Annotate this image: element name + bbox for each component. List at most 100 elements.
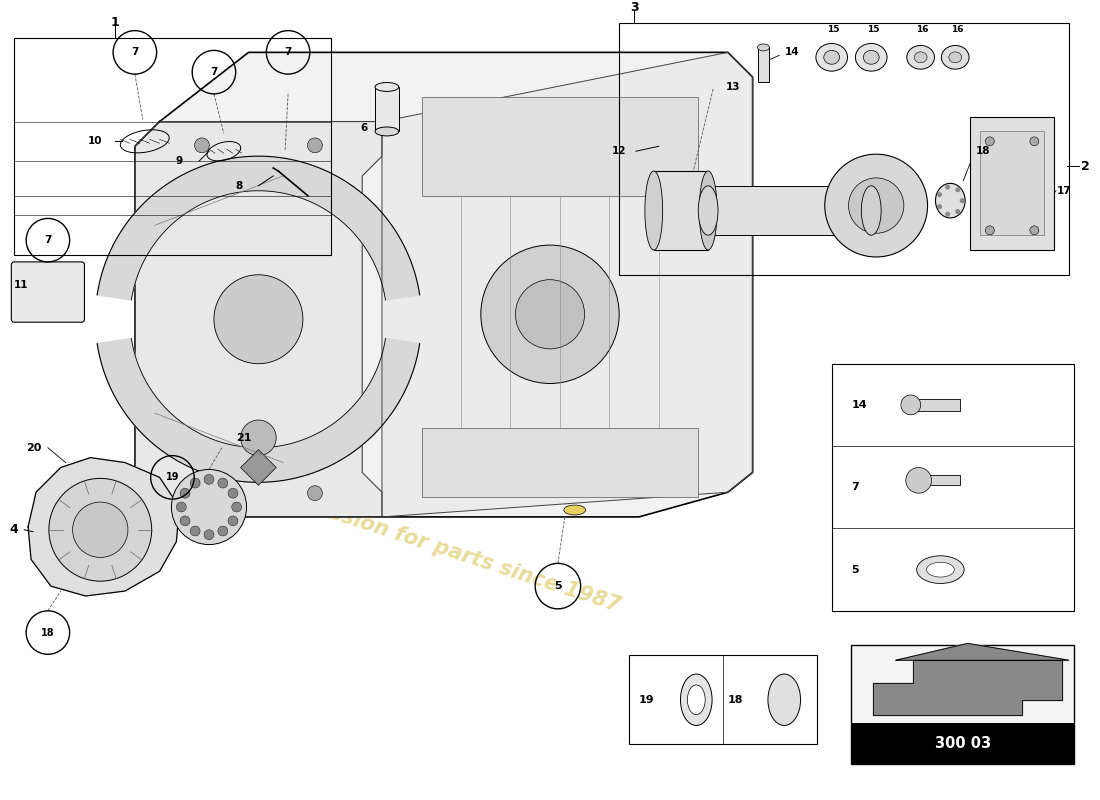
Ellipse shape xyxy=(645,171,662,250)
Bar xyxy=(653,171,708,250)
Text: 10: 10 xyxy=(88,136,102,146)
Text: EURO
PARTS: EURO PARTS xyxy=(254,181,510,330)
Ellipse shape xyxy=(768,674,801,726)
Bar xyxy=(980,131,1044,235)
Circle shape xyxy=(228,516,238,526)
Text: 21: 21 xyxy=(235,433,251,443)
Circle shape xyxy=(945,185,950,190)
Text: 1: 1 xyxy=(111,16,120,30)
Text: 300 03: 300 03 xyxy=(935,736,991,750)
Circle shape xyxy=(308,138,322,153)
Circle shape xyxy=(481,245,619,383)
Polygon shape xyxy=(97,156,420,300)
Circle shape xyxy=(195,486,209,501)
Bar xyxy=(851,722,1074,764)
Circle shape xyxy=(955,187,960,192)
Ellipse shape xyxy=(914,52,927,62)
Bar xyxy=(619,22,1069,274)
Polygon shape xyxy=(135,122,382,517)
Text: a passion for parts since 1987: a passion for parts since 1987 xyxy=(279,487,623,616)
Polygon shape xyxy=(382,52,752,517)
Ellipse shape xyxy=(681,674,712,726)
Circle shape xyxy=(73,502,128,558)
Circle shape xyxy=(180,516,190,526)
Circle shape xyxy=(516,280,584,349)
Circle shape xyxy=(218,526,228,536)
Bar xyxy=(758,47,769,82)
Bar xyxy=(421,97,698,196)
Circle shape xyxy=(905,467,932,493)
Circle shape xyxy=(172,470,246,545)
Bar xyxy=(421,428,698,497)
Text: 18: 18 xyxy=(976,146,990,156)
Ellipse shape xyxy=(856,43,887,71)
FancyBboxPatch shape xyxy=(11,262,85,322)
Ellipse shape xyxy=(926,562,955,577)
Text: 19: 19 xyxy=(166,472,179,482)
Text: 5: 5 xyxy=(554,581,562,591)
Text: 11: 11 xyxy=(14,280,29,290)
Polygon shape xyxy=(135,52,752,517)
Circle shape xyxy=(955,209,960,214)
Ellipse shape xyxy=(916,556,964,583)
Ellipse shape xyxy=(700,171,717,250)
Ellipse shape xyxy=(861,186,881,235)
Circle shape xyxy=(848,178,904,234)
Polygon shape xyxy=(97,338,420,482)
Bar xyxy=(375,87,399,131)
Bar xyxy=(14,38,331,255)
Polygon shape xyxy=(29,458,179,596)
Circle shape xyxy=(937,204,942,209)
Ellipse shape xyxy=(698,186,718,235)
Circle shape xyxy=(986,226,994,234)
Bar xyxy=(832,364,1074,611)
Circle shape xyxy=(205,474,213,484)
Circle shape xyxy=(232,502,242,512)
Text: 12: 12 xyxy=(612,146,626,156)
Text: 7: 7 xyxy=(210,67,218,77)
Text: 3: 3 xyxy=(629,2,638,14)
Ellipse shape xyxy=(935,183,965,218)
Bar xyxy=(629,655,817,744)
Text: 7: 7 xyxy=(44,235,52,245)
Circle shape xyxy=(959,198,965,203)
Circle shape xyxy=(190,478,200,488)
Ellipse shape xyxy=(564,505,585,515)
Circle shape xyxy=(180,488,190,498)
Text: 7: 7 xyxy=(131,47,139,58)
Bar xyxy=(851,646,1074,764)
Text: 16: 16 xyxy=(916,25,928,34)
Text: 7: 7 xyxy=(285,47,292,58)
Text: 14: 14 xyxy=(784,47,800,58)
Text: 5: 5 xyxy=(851,565,859,574)
Ellipse shape xyxy=(758,44,769,51)
Circle shape xyxy=(190,526,200,536)
Circle shape xyxy=(228,488,238,498)
Circle shape xyxy=(308,486,322,501)
Circle shape xyxy=(986,137,994,146)
Text: 15: 15 xyxy=(827,25,840,34)
Text: 17: 17 xyxy=(1057,186,1071,196)
Circle shape xyxy=(241,420,276,456)
Text: 18: 18 xyxy=(728,694,744,705)
Text: 18: 18 xyxy=(41,627,55,638)
Circle shape xyxy=(205,530,213,540)
Ellipse shape xyxy=(688,685,705,714)
Circle shape xyxy=(48,478,152,581)
Text: 19: 19 xyxy=(639,694,654,705)
Text: 20: 20 xyxy=(26,442,42,453)
Circle shape xyxy=(937,192,942,197)
Ellipse shape xyxy=(949,52,961,62)
Ellipse shape xyxy=(375,127,399,136)
Text: 2: 2 xyxy=(1081,159,1090,173)
Polygon shape xyxy=(241,450,276,486)
Text: 4: 4 xyxy=(10,523,19,536)
Text: 16: 16 xyxy=(952,25,964,34)
Bar xyxy=(915,475,960,486)
Circle shape xyxy=(1030,137,1038,146)
Circle shape xyxy=(901,395,921,414)
Ellipse shape xyxy=(864,50,879,64)
Text: 14: 14 xyxy=(851,400,867,410)
Bar xyxy=(970,117,1054,250)
Text: 13: 13 xyxy=(726,82,740,92)
